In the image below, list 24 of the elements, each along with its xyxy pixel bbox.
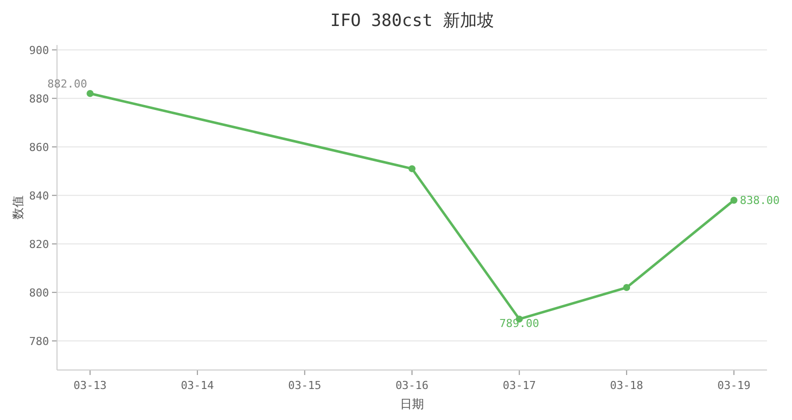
x-tick-label: 03-15	[288, 379, 322, 392]
y-tick-label: 780	[29, 334, 49, 348]
point	[623, 284, 630, 292]
data-label: 882.00	[47, 78, 88, 91]
y-tick-label: 880	[29, 92, 49, 106]
y-tick-label: 900	[29, 44, 49, 57]
point	[730, 196, 738, 204]
y-tick-label: 840	[29, 189, 49, 202]
point	[86, 90, 94, 98]
y-tick-label: 820	[29, 238, 49, 251]
x-tick-label: 03-16	[395, 379, 429, 392]
x-tick-label: 03-13	[74, 379, 107, 392]
y-tick-label: 800	[29, 286, 49, 300]
y-tick-label: 860	[29, 140, 49, 154]
y-axis-title: 数值	[11, 196, 25, 220]
x-axis-title: 日期	[400, 397, 424, 411]
point	[408, 165, 416, 172]
x-tick-label: 03-17	[502, 379, 536, 392]
x-tick-label: 03-14	[180, 379, 214, 392]
x-tick-label: 03-19	[717, 379, 750, 392]
data-label: 838.00	[740, 194, 780, 208]
x-tick-label: 03-18	[610, 379, 644, 392]
data-label: 789.00	[499, 317, 540, 330]
chart-title: IFO 380cst 新加坡	[330, 11, 494, 31]
